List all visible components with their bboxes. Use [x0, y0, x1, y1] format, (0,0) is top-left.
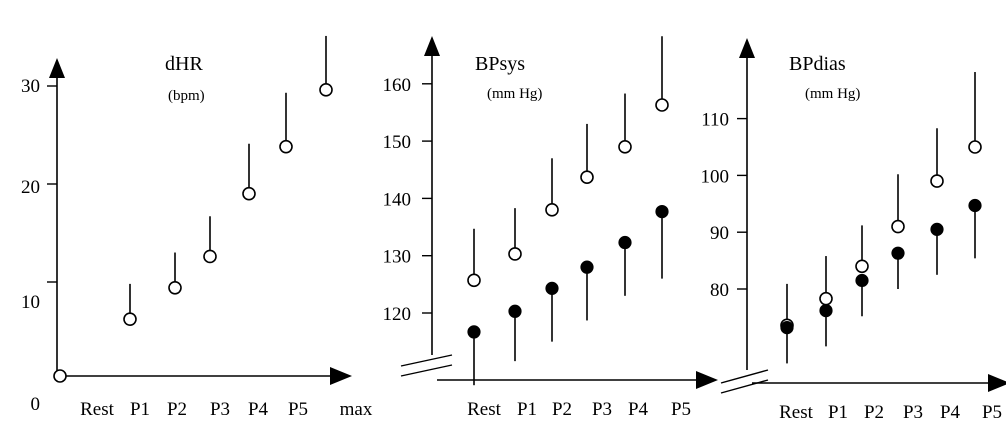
x-category-label: P5: [671, 399, 691, 420]
x-category-label: P4: [628, 399, 649, 420]
chart-dhr: dHR (bpm) 0 10 20 30 Rest P1 P2 P3 P4 P5 max: [21, 35, 373, 420]
y-tick-label: 140: [383, 189, 412, 210]
y-tick-label: 10: [21, 292, 40, 313]
chart-bpdias: BPdias (mm Hg) 80 90 100 110 Rest P1 P2 P3 P4 P5: [701, 38, 1006, 421]
chart-unit: (bpm): [168, 88, 205, 104]
y-tick-label: 150: [383, 132, 412, 153]
y-tick-label: 80: [710, 280, 729, 301]
x-axis-arrow: [696, 371, 718, 389]
data-point-filled: [580, 260, 594, 274]
data-point-filled: [508, 304, 522, 318]
x-category-label: max: [340, 399, 373, 420]
series-open: [53, 35, 333, 383]
x-category-label: P3: [903, 402, 923, 421]
y-tick-label: 100: [701, 166, 730, 187]
x-category-label: P4: [248, 399, 269, 420]
x-category-label: P3: [592, 399, 612, 420]
data-point-open: [968, 140, 982, 154]
x-category-label: P5: [982, 402, 1002, 421]
data-point-filled: [855, 273, 869, 288]
axis-break-mark: [720, 379, 769, 394]
y-tick-label: 160: [383, 75, 412, 96]
y-tick-label: 20: [21, 177, 40, 198]
x-category-label: P4: [940, 402, 961, 421]
chart-unit: (mm Hg): [487, 86, 542, 102]
data-point-filled: [968, 198, 982, 213]
chart-title: BPdias: [789, 53, 846, 75]
y-tick-label: 0: [31, 394, 41, 415]
y-tick-label: 90: [710, 223, 729, 244]
data-point-open: [508, 247, 522, 261]
x-category-label: P5: [288, 399, 308, 420]
charts-group: dHR (bpm) 0 10 20 30 Rest P1 P2 P3 P4 P5 max BPsys (mm…: [21, 35, 1006, 421]
data-point-open: [279, 139, 293, 154]
series-filled: [780, 198, 982, 364]
data-point-open: [123, 312, 137, 326]
data-point-open: [819, 291, 833, 306]
chart-title: BPsys: [475, 53, 525, 75]
y-tick-label: 30: [21, 76, 40, 97]
x-category-label: P3: [210, 399, 230, 420]
data-point-filled: [930, 222, 944, 236]
y-tick-label: 120: [383, 304, 412, 325]
x-category-label: P1: [130, 399, 150, 420]
data-point-open: [655, 98, 669, 112]
y-tick-label: 110: [701, 110, 729, 131]
data-point-filled: [655, 204, 669, 219]
x-axis-arrow: [988, 374, 1006, 392]
chart-bpsys: BPsys (mm Hg) 120 130 140 150 160 Rest P1 P2 P3 P4 P…: [383, 36, 718, 420]
x-category-label: Rest: [467, 399, 502, 420]
x-category-label: P2: [167, 399, 187, 420]
data-point-open: [467, 273, 481, 288]
series-open: [467, 36, 669, 288]
axis-break-mark: [400, 354, 453, 367]
y-axis-arrow: [739, 38, 755, 58]
x-category-label: P2: [552, 399, 572, 420]
x-category-label: P1: [517, 399, 537, 420]
data-point-open: [168, 280, 182, 295]
y-axis-arrow: [424, 36, 440, 56]
chart-unit: (mm Hg): [805, 86, 860, 102]
x-category-label: Rest: [80, 399, 115, 420]
data-point-open: [855, 259, 869, 274]
axis-break-mark: [720, 369, 769, 384]
chart-title: dHR: [165, 53, 203, 75]
x-axis-arrow: [330, 367, 352, 385]
series-filled: [467, 204, 669, 386]
x-category-label: P2: [864, 402, 884, 421]
data-point-filled: [819, 303, 833, 318]
data-point-open: [930, 174, 944, 188]
axis-break-mark: [400, 364, 453, 377]
data-point-filled: [780, 321, 794, 335]
data-point-open: [545, 203, 559, 217]
y-tick-label: 130: [383, 247, 412, 268]
data-point-filled: [891, 246, 905, 260]
data-point-open: [203, 249, 217, 264]
series-open: [780, 72, 982, 333]
data-point-filled: [618, 235, 632, 250]
data-point-filled: [545, 281, 559, 295]
y-axis-arrow: [49, 58, 65, 78]
data-point-filled: [467, 325, 481, 339]
data-point-open: [891, 219, 905, 234]
x-category-label: P1: [828, 402, 848, 421]
data-point-open: [580, 170, 594, 184]
data-point-open: [242, 186, 256, 201]
data-point-open: [53, 369, 67, 383]
x-category-label: Rest: [779, 402, 814, 421]
data-point-open: [319, 83, 333, 97]
data-point-open: [618, 140, 632, 154]
